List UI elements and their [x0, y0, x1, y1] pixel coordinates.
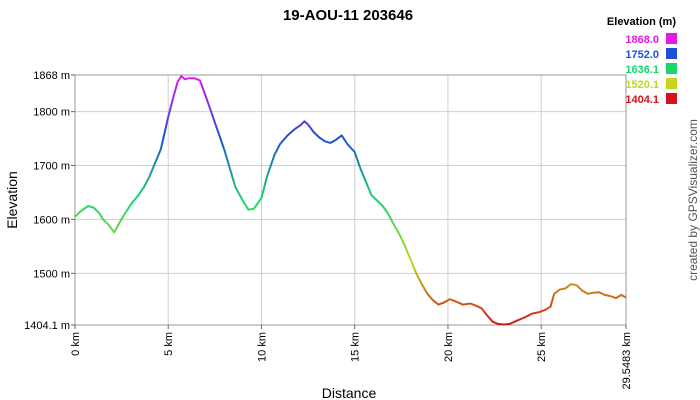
legend-swatch: [666, 48, 677, 59]
y-tick-label: 1600 m: [33, 214, 70, 226]
x-tick-label: 10 km: [256, 332, 268, 362]
x-axis-title: Distance: [322, 385, 377, 400]
elevation-series-line: [74, 75, 627, 326]
y-axis-ticks: 1404.1 m 1500 m 1600 m 1700 m 1800 m 1868 m: [24, 70, 75, 332]
chart-title: 19-AOU-11 203646: [283, 7, 413, 24]
x-tick-label: 25 km: [536, 332, 548, 362]
legend-value: 1752.0: [625, 49, 659, 61]
x-tick-label: 5 km: [163, 332, 175, 356]
legend: Elevation (m) 1868.0 1752.0 1636.1 1520.1 14…: [607, 16, 677, 106]
x-axis-ticks: 0 km 5 km 10 km 15 km 20 km 25 km 29.5483 km: [70, 325, 633, 389]
legend-swatch: [666, 78, 677, 89]
legend-value: 1404.1: [625, 94, 659, 106]
x-tick-label: 29.5483 km: [621, 332, 633, 389]
y-tick-label: 1500 m: [33, 268, 70, 280]
y-tick-label: 1700 m: [33, 161, 70, 173]
legend-swatch: [666, 33, 677, 44]
legend-swatch: [666, 93, 677, 104]
x-tick-label: 15 km: [350, 332, 362, 362]
legend-value: 1636.1: [625, 64, 659, 76]
plot-frame: [74, 74, 627, 326]
legend-value: 1520.1: [625, 79, 659, 91]
grid-lines: [74, 74, 627, 326]
legend-value: 1868.0: [625, 34, 659, 46]
y-tick-label: 1404.1 m: [24, 320, 70, 332]
x-tick-label: 20 km: [443, 332, 455, 362]
y-tick-label: 1800 m: [33, 107, 70, 119]
x-tick-label: 0 km: [70, 332, 82, 356]
legend-swatch: [666, 63, 677, 74]
legend-title: Elevation (m): [607, 16, 676, 28]
credit-text: created by GPSVisualizer.com: [686, 119, 700, 281]
y-tick-label: 1868 m: [33, 70, 70, 82]
y-axis-title: Elevation: [4, 171, 20, 229]
